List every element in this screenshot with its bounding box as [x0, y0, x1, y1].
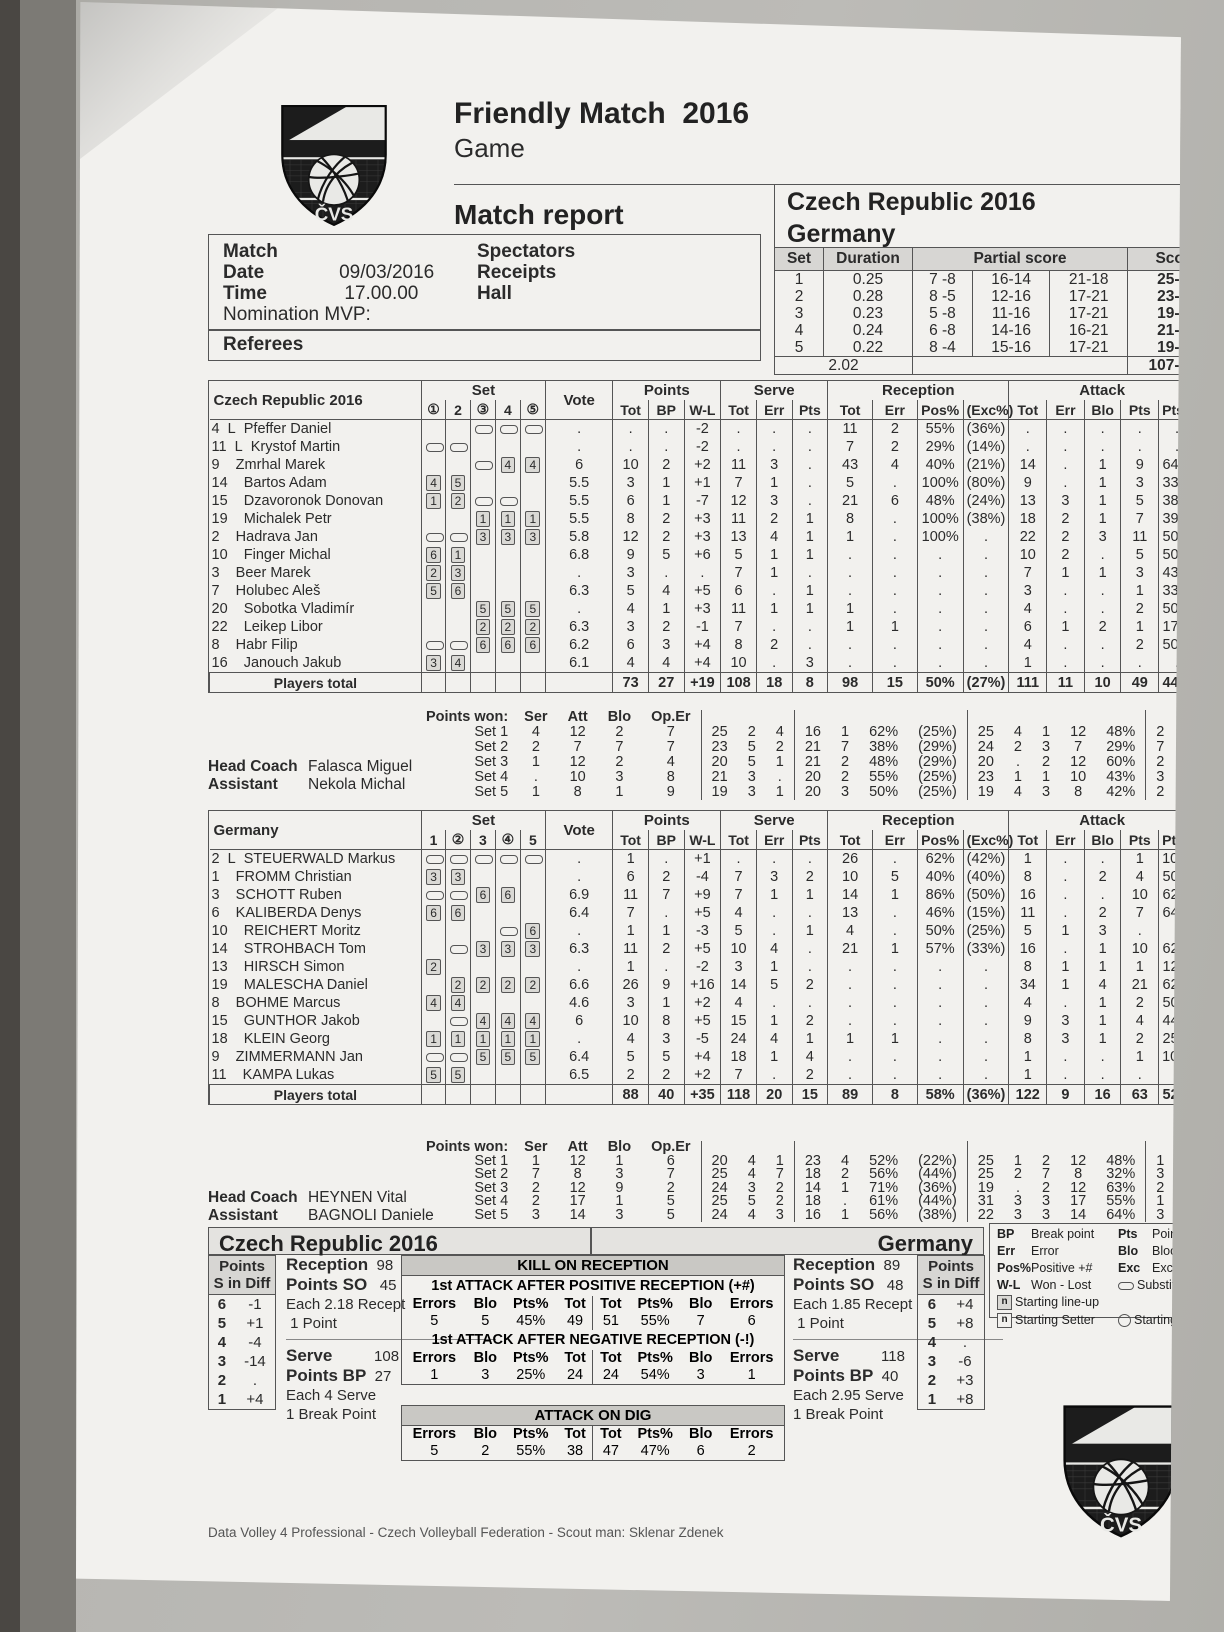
- svg-text:ČVS: ČVS: [1100, 1512, 1142, 1536]
- svg-text:ČVS: ČVS: [315, 203, 353, 224]
